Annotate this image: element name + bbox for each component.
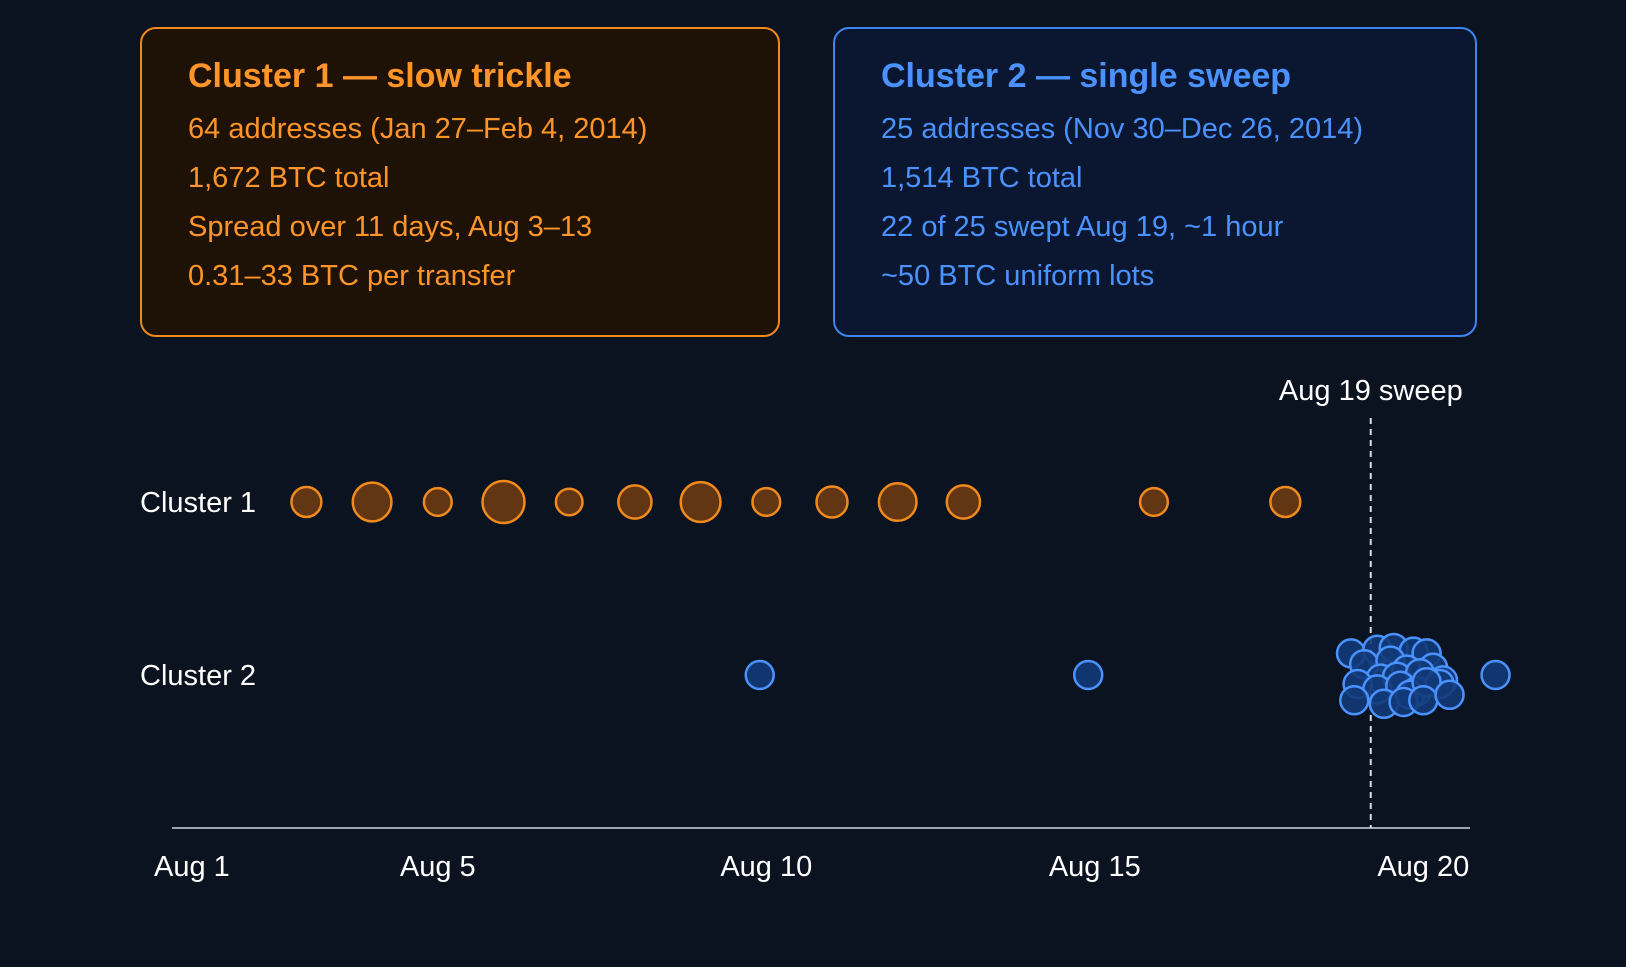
cluster-2-transfer-point [1480, 659, 1511, 691]
cluster-1-transfer-point [1138, 486, 1170, 518]
cluster-1-transfer-point [877, 481, 918, 523]
cluster-1-transfer-point [751, 486, 782, 518]
row-label-1: Cluster 1 [140, 487, 256, 519]
cluster-1-transfer-point [1269, 485, 1302, 519]
cluster-1-spread-line: Spread over 11 days, Aug 3–13 [188, 211, 593, 243]
cluster-1-summary-panel: Cluster 1 — slow trickle 64 addresses (J… [140, 27, 780, 337]
x-tick-label: Aug 10 [720, 851, 812, 883]
sweep-annotation-label: Aug 19 sweep [1279, 375, 1463, 407]
cluster-1-transfer-point [554, 487, 584, 517]
cluster-2-panel-title: Cluster 2 — single sweep [881, 57, 1292, 95]
cluster-1-transfer-point [351, 481, 393, 523]
cluster-2-addresses-line: 25 addresses (Nov 30–Dec 26, 2014) [881, 113, 1364, 145]
cluster-2-summary-panel: Cluster 2 — single sweep 25 addresses (N… [833, 27, 1477, 337]
x-tick-label: Aug 1 [154, 851, 230, 883]
cluster-2-transfer-point [1408, 684, 1439, 716]
cluster-1-panel-title: Cluster 1 — slow trickle [188, 57, 572, 95]
row-label-2: Cluster 2 [140, 660, 256, 692]
cluster-2-lot-size-line: ~50 BTC uniform lots [881, 260, 1155, 292]
cluster-1-transfer-point [290, 485, 323, 519]
cluster-1-addresses-line: 64 addresses (Jan 27–Feb 4, 2014) [188, 113, 648, 145]
cluster-2-transfer-point [1339, 684, 1370, 716]
cluster-1-transfer-point [815, 485, 849, 519]
cluster-2-transfer-point [1072, 659, 1104, 691]
cluster-2-transfer-point [744, 659, 775, 691]
cluster-1-transfer-point [945, 484, 982, 520]
cluster-1-total-line: 1,672 BTC total [188, 162, 390, 194]
cluster-1-transfer-point [679, 480, 722, 524]
x-tick-label: Aug 5 [400, 851, 476, 883]
x-tick-label: Aug 20 [1377, 851, 1469, 883]
cluster-2-transfer-point [1434, 679, 1465, 711]
cluster-1-transfer-size-line: 0.31–33 BTC per transfer [188, 260, 516, 292]
x-tick-label: Aug 15 [1049, 851, 1141, 883]
cluster-1-transfer-point [422, 486, 453, 518]
cluster-2-total-line: 1,514 BTC total [881, 162, 1083, 194]
cluster-2-sweep-line: 22 of 25 swept Aug 19, ~1 hour [881, 211, 1284, 243]
cluster-1-transfer-point [481, 479, 526, 525]
cluster-1-transfer-point [617, 484, 653, 520]
